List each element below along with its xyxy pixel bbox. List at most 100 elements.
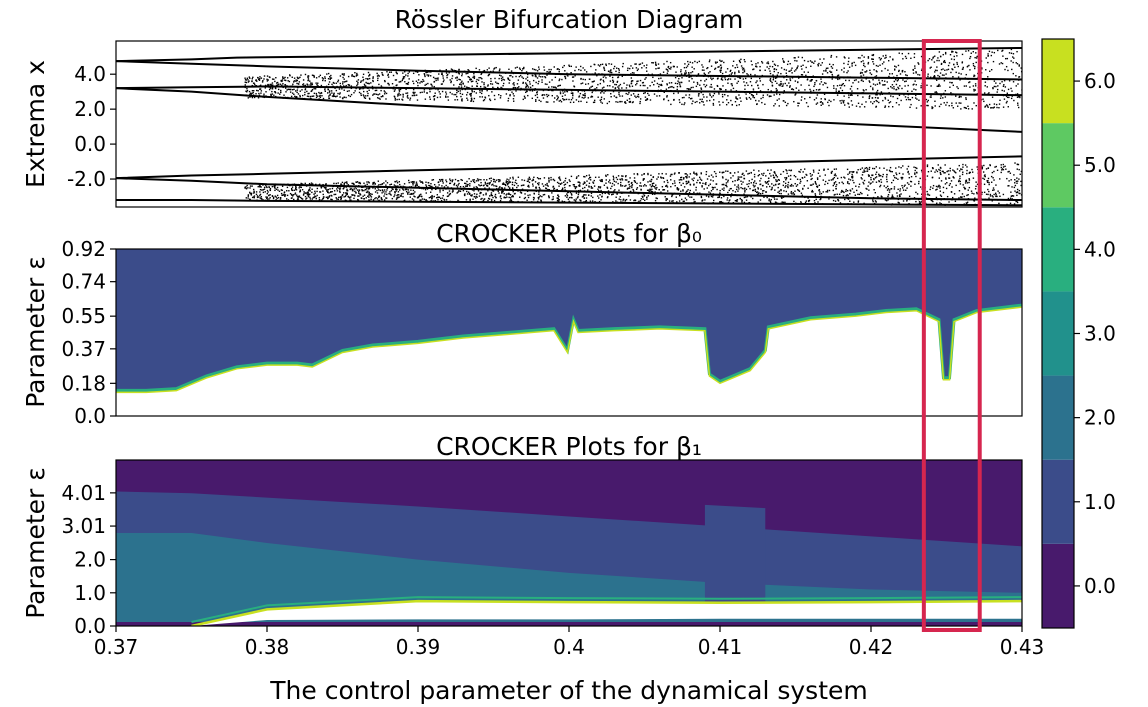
- bifurcation-title: Rössler Bifurcation Diagram: [395, 5, 744, 34]
- x-axis-label: The control parameter of the dynamical s…: [269, 676, 867, 705]
- crocker-beta1-y-tick-label: 4.01: [61, 481, 106, 505]
- colorbar-tick: 1.0: [1074, 490, 1116, 514]
- crocker-beta0-y-tick: 0.18: [61, 371, 116, 395]
- crocker-beta0-y-tick: 0.37: [61, 337, 116, 361]
- crocker-beta1-edge: [191, 596, 1022, 623]
- bifurcation-y-tick: 0.0: [74, 132, 116, 156]
- crocker-beta0-y-tick-label: 0.37: [61, 337, 106, 361]
- colorbar-tick: 2.0: [1074, 406, 1116, 430]
- colorbar-tick-label: 1.0: [1084, 490, 1116, 514]
- crocker-beta1-y-tick: 2.0: [74, 548, 116, 572]
- colorbar-tick-label: 5.0: [1084, 153, 1116, 177]
- bifurcation-frame: [115, 40, 1023, 208]
- colorbar-level: [1042, 123, 1074, 208]
- crocker-beta1-band: [704, 504, 766, 617]
- crocker-beta1-white-region: [191, 601, 1022, 626]
- crocker-beta1-band: [116, 622, 1022, 626]
- bifurcation-chaotic-band: [244, 162, 1022, 206]
- crocker-beta0-frame: [115, 248, 1023, 417]
- crocker-beta1-ylabel: Parameter ε: [21, 467, 50, 619]
- colorbar: 6.0 5.0 4.0 3.0 2.0 1.0 0.0: [1041, 38, 1116, 629]
- bifurcation-branch: [116, 199, 1022, 207]
- bifurcation-branch: [116, 87, 1022, 133]
- bifurcation-points: [116, 46, 1022, 207]
- colorbar-tick-label: 3.0: [1084, 322, 1116, 346]
- bifurcation-branch: [116, 60, 1022, 81]
- x-axis-tick: 0.37: [94, 626, 139, 659]
- x-axis-tick: 0.41: [698, 626, 742, 659]
- crocker-beta0-y-ticks: 0.92 0.74 0.55 0.37 0.18 0.0: [61, 237, 116, 428]
- x-axis-tick-label: 0.39: [396, 635, 441, 659]
- x-axis-tick: 0.42: [849, 626, 894, 659]
- crocker-beta1-title: CROCKER Plots for β₁: [436, 432, 702, 461]
- bifurcation-branch: [116, 177, 1022, 202]
- crocker-beta1-y-tick-label: 1.0: [74, 581, 106, 605]
- colorbar-level: [1042, 543, 1074, 628]
- crocker-beta0-y-tick: 0.55: [61, 304, 116, 328]
- x-axis-tick-label: 0.43: [1000, 635, 1045, 659]
- crocker-beta0-title: CROCKER Plots for β₀: [436, 219, 702, 248]
- colorbar-levels: [1042, 39, 1074, 628]
- x-axis-tick-label: 0.42: [849, 635, 894, 659]
- crocker-beta1-y-tick-label: 0.0: [74, 614, 106, 638]
- bifurcation-chaotic-band: [244, 48, 1022, 110]
- crocker-beta1-y-ticks: 4.01 3.01 2.0 1.0 0.0: [61, 481, 116, 638]
- bifurcation-y-tick-label: 4.0: [74, 62, 106, 86]
- colorbar-level: [1042, 375, 1074, 460]
- colorbar-tick-label: 2.0: [1084, 406, 1116, 430]
- bifurcation-y-tick-label: 0.0: [74, 132, 106, 156]
- x-axis-tick: 0.4: [553, 626, 585, 659]
- crocker-beta1-heatmap: [116, 460, 1022, 626]
- colorbar-level: [1042, 291, 1074, 376]
- x-axis-ticks: 0.37 0.38 0.39 0.4 0.41 0.42 0.43: [94, 626, 1045, 659]
- crocker-beta1-y-tick-label: 2.0: [74, 548, 106, 572]
- bifurcation-y-tick-label: -2.0: [67, 167, 106, 191]
- x-axis-tick-label: 0.4: [553, 635, 585, 659]
- crocker-beta0-y-tick-label: 0.0: [74, 404, 106, 428]
- bifurcation-ylabel: Extrema x: [21, 60, 50, 188]
- crocker-beta1-y-tick: 1.0: [74, 581, 116, 605]
- colorbar-tick: 3.0: [1074, 322, 1116, 346]
- crocker-beta0-panel: CROCKER Plots for β₀ Parameter ε 0.92 0.7…: [21, 219, 1023, 428]
- crocker-beta0-y-tick: 0.92: [61, 237, 116, 261]
- bifurcation-y-tick: 4.0: [74, 62, 116, 86]
- crocker-beta1-edge: [191, 599, 1022, 626]
- bifurcation-branch: [116, 155, 1022, 180]
- crocker-beta0-y-tick-label: 0.92: [61, 237, 106, 261]
- crocker-beta1-y-tick: 0.0: [74, 614, 116, 638]
- crocker-beta0-region: [116, 249, 1022, 393]
- colorbar-tick: 5.0: [1074, 153, 1116, 177]
- colorbar-tick: 4.0: [1074, 237, 1116, 261]
- bifurcation-y-tick: -2.0: [67, 167, 116, 191]
- colorbar-level: [1042, 459, 1074, 544]
- bifurcation-y-tick: 2.0: [74, 97, 116, 121]
- colorbar-tick-label: 4.0: [1084, 237, 1116, 261]
- crocker-beta0-y-tick-label: 0.74: [61, 270, 106, 294]
- bifurcation-panel: Rössler Bifurcation Diagram Extrema x 4.…: [21, 5, 1023, 208]
- crocker-beta0-y-tick-label: 0.18: [61, 371, 106, 395]
- crocker-beta0-y-tick: 0.74: [61, 270, 116, 294]
- colorbar-ticks: 6.0 5.0 4.0 3.0 2.0 1.0 0.0: [1074, 69, 1116, 598]
- colorbar-level: [1042, 207, 1074, 292]
- crocker-beta0-y-tick: 0.0: [74, 404, 116, 428]
- crocker-beta1-y-tick: 3.01: [61, 514, 116, 538]
- crocker-beta0-heatmap: [116, 249, 1022, 416]
- colorbar-level: [1042, 39, 1074, 124]
- x-axis-tick-label: 0.38: [245, 635, 290, 659]
- colorbar-tick: 0.0: [1074, 574, 1116, 598]
- crocker-beta1-y-tick-label: 3.01: [61, 514, 106, 538]
- x-axis-tick: 0.38: [245, 626, 290, 659]
- bifurcation-y-tick-label: 2.0: [74, 97, 106, 121]
- crocker-beta1-y-tick: 4.01: [61, 481, 116, 505]
- x-axis-tick: 0.43: [1000, 626, 1045, 659]
- bifurcation-y-ticks: 4.0 2.0 0.0 -2.0: [67, 62, 116, 191]
- crocker-beta1-panel: CROCKER Plots for β₁ Parameter ε 4.01 3.0…: [21, 432, 1044, 659]
- highlight-box: [921, 39, 982, 632]
- crocker-beta0-ylabel: Parameter ε: [21, 256, 50, 408]
- colorbar-tick-label: 6.0: [1084, 69, 1116, 93]
- x-axis-tick: 0.39: [396, 626, 441, 659]
- bifurcation-branch: [116, 46, 1022, 63]
- crocker-beta0-y-tick-label: 0.55: [61, 304, 106, 328]
- x-axis-tick-label: 0.37: [94, 635, 139, 659]
